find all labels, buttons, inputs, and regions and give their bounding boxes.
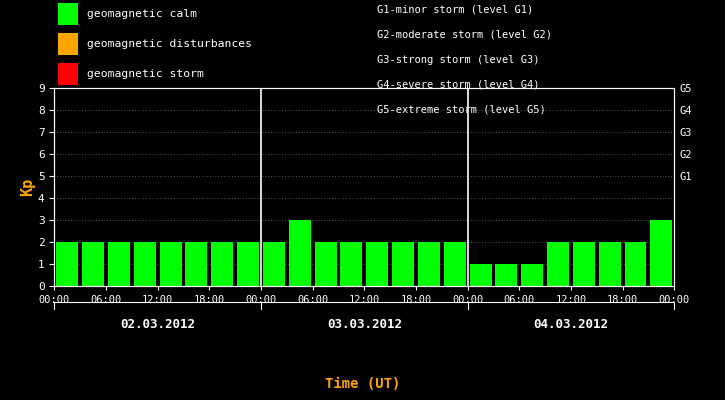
Bar	[599, 242, 621, 286]
Bar	[573, 242, 594, 286]
Bar	[160, 242, 181, 286]
Bar	[57, 242, 78, 286]
Text: G4-severe storm (level G4): G4-severe storm (level G4)	[377, 80, 539, 90]
Bar	[392, 242, 414, 286]
Bar	[444, 242, 465, 286]
Bar	[470, 264, 492, 286]
Bar	[418, 242, 440, 286]
Text: 02.03.2012: 02.03.2012	[120, 318, 195, 330]
Bar	[108, 242, 130, 286]
Text: G5-extreme storm (level G5): G5-extreme storm (level G5)	[377, 104, 546, 114]
Bar	[521, 264, 543, 286]
Bar	[495, 264, 518, 286]
Bar	[263, 242, 285, 286]
Bar	[186, 242, 207, 286]
Bar	[237, 242, 259, 286]
Bar	[315, 242, 336, 286]
Bar	[547, 242, 569, 286]
Text: 04.03.2012: 04.03.2012	[534, 318, 608, 330]
Text: G3-strong storm (level G3): G3-strong storm (level G3)	[377, 55, 539, 65]
Text: Time (UT): Time (UT)	[325, 377, 400, 391]
Bar	[366, 242, 388, 286]
Text: 03.03.2012: 03.03.2012	[327, 318, 402, 330]
Bar	[211, 242, 233, 286]
Text: G2-moderate storm (level G2): G2-moderate storm (level G2)	[377, 30, 552, 40]
Text: geomagnetic disturbances: geomagnetic disturbances	[87, 39, 252, 49]
Bar	[134, 242, 156, 286]
Text: geomagnetic storm: geomagnetic storm	[87, 69, 204, 79]
Bar	[289, 220, 311, 286]
Bar	[341, 242, 362, 286]
Bar	[650, 220, 672, 286]
Bar	[624, 242, 647, 286]
Y-axis label: Kp: Kp	[20, 178, 35, 196]
Text: G1-minor storm (level G1): G1-minor storm (level G1)	[377, 5, 534, 15]
Bar	[82, 242, 104, 286]
Text: geomagnetic calm: geomagnetic calm	[87, 9, 197, 19]
